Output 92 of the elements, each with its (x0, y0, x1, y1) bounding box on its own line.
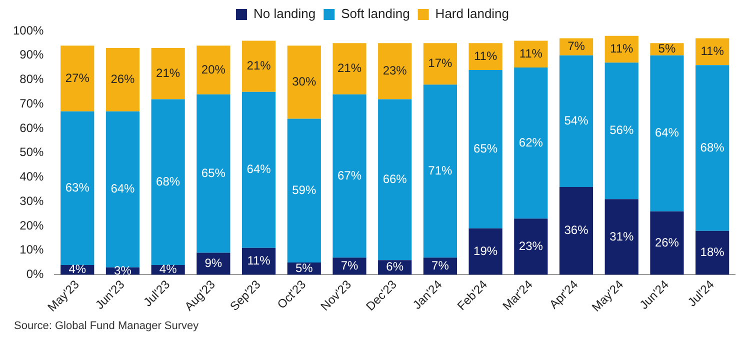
data-label: 17% (428, 56, 453, 70)
bar (559, 186, 594, 275)
data-label: 3% (114, 263, 132, 278)
y-tick-label: 100% (12, 23, 44, 38)
data-label: 7% (432, 258, 450, 273)
data-label: 36% (564, 223, 589, 238)
y-tick-label: 90% (20, 48, 44, 62)
bar (332, 43, 366, 94)
bar (514, 40, 548, 68)
data-label: 68% (156, 174, 180, 188)
data-label: 67% (337, 168, 362, 182)
data-label: 26% (110, 72, 136, 86)
bar (378, 43, 412, 100)
data-label: 11% (610, 42, 634, 56)
data-label: 18% (700, 245, 725, 260)
bar (559, 55, 594, 187)
y-tick-label: 80% (20, 72, 44, 86)
data-label: 30% (292, 74, 316, 88)
data-label: 64% (654, 126, 680, 140)
bar (378, 99, 412, 260)
y-tick-label: 10% (20, 242, 44, 257)
data-label: 56% (610, 123, 634, 138)
y-tick-label: 60% (20, 120, 44, 135)
data-label: 5% (658, 42, 676, 56)
bar (106, 111, 140, 268)
data-label: 64% (246, 162, 272, 176)
data-label: 68% (700, 140, 725, 154)
data-label: 65% (201, 166, 226, 180)
data-label: 11% (474, 48, 498, 63)
bar (604, 62, 638, 200)
bar (242, 40, 276, 92)
data-label: 31% (610, 229, 634, 244)
data-label: 26% (654, 235, 680, 250)
data-label: 63% (65, 180, 90, 195)
bar (468, 43, 502, 70)
y-tick-label: 20% (20, 218, 44, 232)
data-label: 9% (204, 256, 222, 270)
data-label: 19% (474, 244, 498, 258)
data-label: 7% (340, 258, 358, 273)
legend-label: Hard landing (435, 6, 510, 22)
bar (287, 46, 321, 119)
bar (650, 211, 684, 275)
data-label: 4% (68, 262, 86, 276)
data-label: 5% (295, 260, 314, 275)
bar (287, 118, 321, 263)
y-tick-label: 50% (20, 145, 44, 160)
y-tick-label: 0% (26, 267, 44, 282)
bar (242, 92, 276, 248)
data-label: 21% (337, 61, 362, 76)
y-tick-label: 70% (20, 96, 44, 110)
bar (514, 68, 548, 219)
source-note: Source: Global Fund Manager Survey (13, 319, 200, 332)
data-label: 11% (519, 46, 543, 60)
data-label: 62% (518, 135, 544, 150)
bar (196, 46, 230, 94)
data-label: 21% (246, 58, 272, 73)
bar (468, 228, 502, 275)
bar (423, 43, 458, 85)
bar (151, 48, 185, 100)
data-label: 4% (159, 262, 178, 276)
bar (106, 48, 140, 112)
data-label: 64% (110, 182, 136, 196)
bar (196, 94, 230, 253)
legend-label: No landing (253, 6, 316, 22)
data-label: 23% (382, 64, 408, 78)
data-label: 65% (474, 142, 498, 156)
data-label: 23% (518, 239, 544, 254)
data-label: 11% (247, 254, 271, 268)
bar (60, 111, 94, 265)
bar (696, 65, 730, 231)
bar (60, 46, 94, 112)
data-label: 27% (65, 70, 90, 85)
data-label: 54% (564, 113, 589, 128)
y-tick-label: 40% (20, 170, 44, 184)
bar (696, 230, 730, 275)
data-label: 7% (568, 39, 586, 54)
bar (423, 84, 458, 258)
data-label: 71% (428, 163, 453, 178)
data-label: 6% (386, 260, 404, 274)
y-tick-label: 30% (20, 194, 44, 208)
data-label: 66% (382, 172, 408, 186)
data-label: 21% (156, 66, 180, 80)
bar (604, 199, 638, 275)
data-label: 59% (292, 182, 316, 197)
bar (151, 99, 185, 265)
bar (332, 94, 366, 258)
data-label: 20% (201, 62, 226, 76)
bar (514, 218, 548, 275)
bar (650, 55, 684, 212)
bar (468, 70, 502, 228)
legend-label: Soft landing (341, 6, 410, 22)
data-label: 11% (700, 44, 724, 58)
